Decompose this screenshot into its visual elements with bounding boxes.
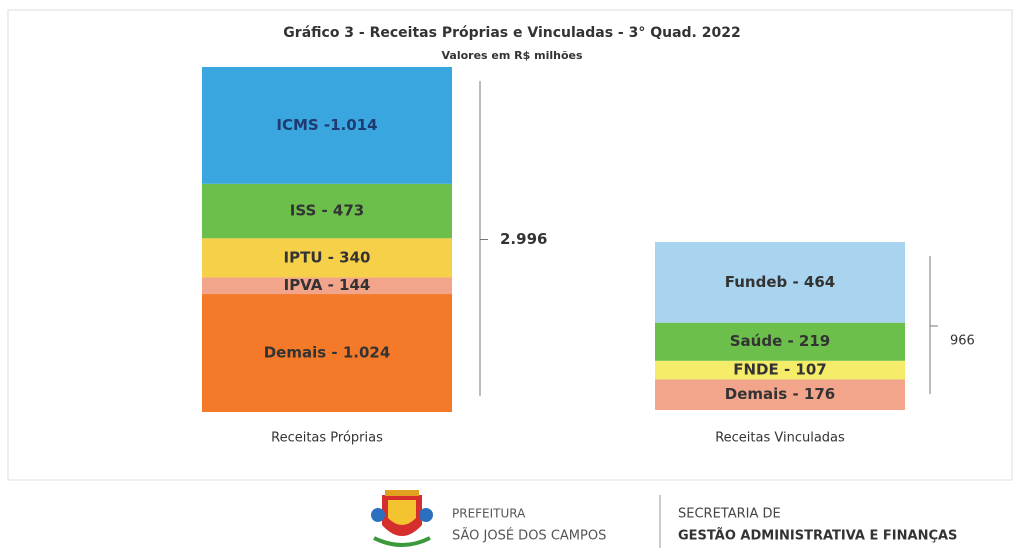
segment-label: IPVA - 144 [284,276,371,294]
bar-segment [202,238,452,278]
segment-label: Fundeb - 464 [725,273,836,291]
total-label: 2.996 [500,230,547,248]
segment-label: IPTU - 340 [284,248,371,266]
segment-label: FNDE - 107 [733,361,826,379]
footer-text: SECRETARIA DE [678,507,781,522]
bar-segment [202,277,452,295]
bar-segment [655,322,905,361]
bar-segment [655,379,905,410]
x-tick-label: Receitas Próprias [271,431,383,446]
bar-segment [202,183,452,239]
chart-title: Gráfico 3 - Receitas Próprias e Vinculad… [283,25,740,41]
footer-text: SÃO JOSÉ DOS CAMPOS [452,528,606,544]
segment-label: ICMS -1.014 [276,116,377,134]
chart-subtitle: Valores em R$ milhões [441,49,582,62]
footer-text: PREFEITURA [452,507,526,521]
footer-text: GESTÃO ADMINISTRATIVA E FINANÇAS [678,528,957,544]
segment-label: Demais - 176 [725,385,835,403]
bar-segment [202,67,452,184]
bar-segment [655,242,905,323]
logo [371,490,433,547]
segment-label: Demais - 1.024 [264,344,391,362]
bar-segment [202,294,452,412]
total-label: 966 [950,334,975,349]
segment-label: ISS - 473 [290,202,365,220]
x-tick-label: Receitas Vinculadas [715,431,845,446]
bar-segment [655,360,905,380]
segment-label: Saúde - 219 [730,332,831,350]
